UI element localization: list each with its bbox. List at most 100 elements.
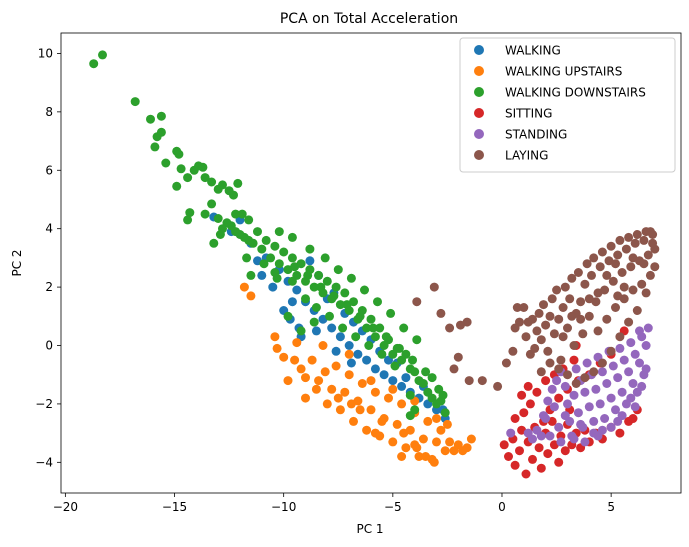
data-point [517, 390, 527, 400]
data-point [635, 358, 644, 368]
series-laying [412, 227, 660, 391]
data-point [530, 343, 540, 353]
data-point [311, 303, 321, 312]
data-point [617, 268, 627, 277]
data-point [571, 379, 581, 388]
data-point [309, 282, 319, 292]
data-point [554, 457, 564, 467]
data-point [606, 241, 616, 251]
data-point [305, 256, 315, 266]
data-point [296, 364, 306, 374]
data-point [331, 282, 341, 292]
data-point [357, 379, 367, 388]
data-point [600, 414, 610, 423]
data-point [218, 180, 227, 190]
data-point [392, 419, 402, 429]
data-point [388, 384, 398, 394]
data-point [362, 323, 372, 333]
data-point [272, 343, 282, 353]
data-point [534, 308, 544, 318]
data-point [231, 209, 241, 219]
data-point [239, 282, 249, 292]
data-point [615, 428, 625, 438]
legend-box [459, 37, 676, 173]
data-point [207, 199, 217, 209]
data-point [587, 270, 596, 280]
data-point [401, 443, 411, 453]
data-point [563, 370, 572, 380]
data-point [373, 297, 382, 307]
data-point [510, 414, 520, 423]
data-point [519, 408, 529, 418]
legend-marker [474, 108, 484, 118]
data-point [314, 376, 324, 386]
data-point [611, 405, 620, 415]
data-point [453, 352, 463, 362]
y-tick-label: 10 [38, 46, 53, 60]
data-point [421, 452, 431, 461]
data-point [543, 449, 553, 459]
data-point [628, 379, 638, 388]
data-point [397, 452, 407, 461]
data-point [287, 232, 297, 242]
data-point [608, 361, 618, 371]
data-point [257, 270, 267, 280]
data-point [510, 460, 520, 470]
data-point [477, 376, 487, 386]
data-point [493, 381, 503, 391]
data-point [554, 314, 564, 324]
data-point [543, 396, 553, 406]
series-walking-upstairs [239, 282, 476, 467]
data-point [399, 323, 409, 333]
data-point [438, 390, 448, 400]
data-point [589, 416, 599, 426]
data-point [237, 209, 247, 219]
data-point [268, 282, 278, 292]
data-point [578, 329, 588, 339]
data-point [547, 384, 557, 394]
data-point [512, 303, 522, 312]
data-point [539, 300, 548, 310]
data-point [462, 443, 472, 453]
data-point [580, 373, 590, 383]
data-point [229, 190, 238, 200]
data-point [602, 270, 612, 280]
data-point [597, 425, 607, 435]
data-point [621, 244, 631, 254]
data-point [307, 355, 317, 365]
data-point [532, 387, 542, 397]
data-point [567, 311, 577, 321]
data-point [401, 349, 411, 359]
data-point [641, 364, 651, 374]
data-point [384, 393, 393, 403]
data-point [617, 387, 627, 397]
data-point [370, 364, 380, 374]
data-point [360, 285, 369, 295]
data-point [429, 457, 439, 467]
data-point [584, 402, 594, 412]
data-point [589, 428, 599, 438]
data-point [558, 332, 568, 342]
data-point [613, 250, 623, 260]
data-point [628, 253, 638, 263]
data-point [390, 361, 400, 371]
data-point [449, 364, 459, 374]
data-point [560, 282, 570, 292]
data-point [628, 414, 638, 423]
data-point [580, 387, 590, 397]
data-point [608, 276, 618, 286]
legend-label: WALKING [505, 44, 561, 58]
data-point [543, 346, 553, 356]
data-point [628, 285, 638, 295]
data-point [466, 434, 476, 444]
data-point [626, 262, 636, 272]
data-point [615, 235, 625, 245]
data-point [597, 247, 607, 257]
data-point [370, 428, 380, 438]
legend-items: WALKING WALKING UPSTAIRS WALKING DOWNSTAIR… [474, 44, 646, 163]
legend-marker [474, 150, 484, 160]
data-point [331, 361, 341, 371]
x-tick-label: −20 [53, 500, 78, 514]
data-point [146, 114, 155, 124]
data-point [333, 265, 343, 275]
